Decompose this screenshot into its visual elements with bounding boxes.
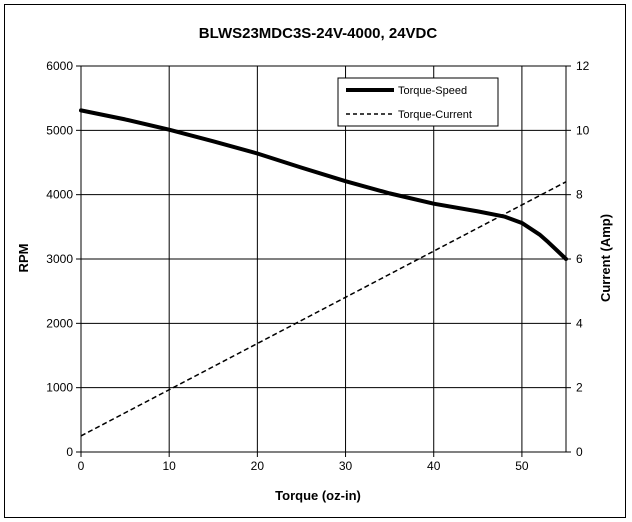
x-tick-label: 30: [339, 459, 353, 473]
y-tick-label: 6000: [46, 59, 73, 73]
y-tick-label: 0: [66, 445, 73, 459]
y2-tick-label: 4: [576, 316, 583, 330]
legend-box: [337, 77, 499, 127]
series-line-torque-speed: [79, 108, 568, 261]
y2-tick-label: 6: [576, 252, 583, 266]
y2-tick-label: 12: [576, 59, 590, 73]
x-axis-label: Torque (oz-in): [275, 488, 361, 503]
y-tick-label: 1000: [46, 381, 73, 395]
x-tick-label: 0: [78, 459, 85, 473]
y2-tick-label: 8: [576, 188, 583, 202]
y-tick-label: 4000: [46, 188, 73, 202]
chart-title: BLWS23MDC3S-24V-4000, 24VDC: [199, 25, 438, 42]
y-axis-right-ticks: 0 2 4 6 8 10 12: [566, 59, 590, 459]
legend: Torque-Speed Torque-Current: [337, 77, 499, 127]
legend-label-torque-current: Torque-Current: [398, 109, 472, 121]
y-axis-left-label: RPM: [16, 244, 31, 273]
y-tick-label: 2000: [46, 316, 73, 330]
x-tick-label: 20: [251, 459, 265, 473]
y-tick-label: 3000: [46, 252, 73, 266]
legend-label-torque-speed: Torque-Speed: [398, 85, 467, 97]
x-axis-ticks: 0 10 20 30 40 50: [78, 452, 529, 473]
x-tick-label: 40: [427, 459, 441, 473]
y-axis-left-ticks: 0 1000 2000 3000 4000 5000 6000: [46, 59, 81, 459]
y-tick-label: 5000: [46, 123, 73, 137]
series-line-torque-current: [80, 181, 567, 437]
y-axis-right-label: Current (Amp): [598, 214, 613, 302]
x-tick-label: 10: [163, 459, 177, 473]
y2-tick-label: 0: [576, 445, 583, 459]
series-layer: [79, 108, 568, 437]
y2-tick-label: 10: [576, 123, 590, 137]
y2-tick-label: 2: [576, 381, 583, 395]
x-tick-label: 50: [515, 459, 529, 473]
